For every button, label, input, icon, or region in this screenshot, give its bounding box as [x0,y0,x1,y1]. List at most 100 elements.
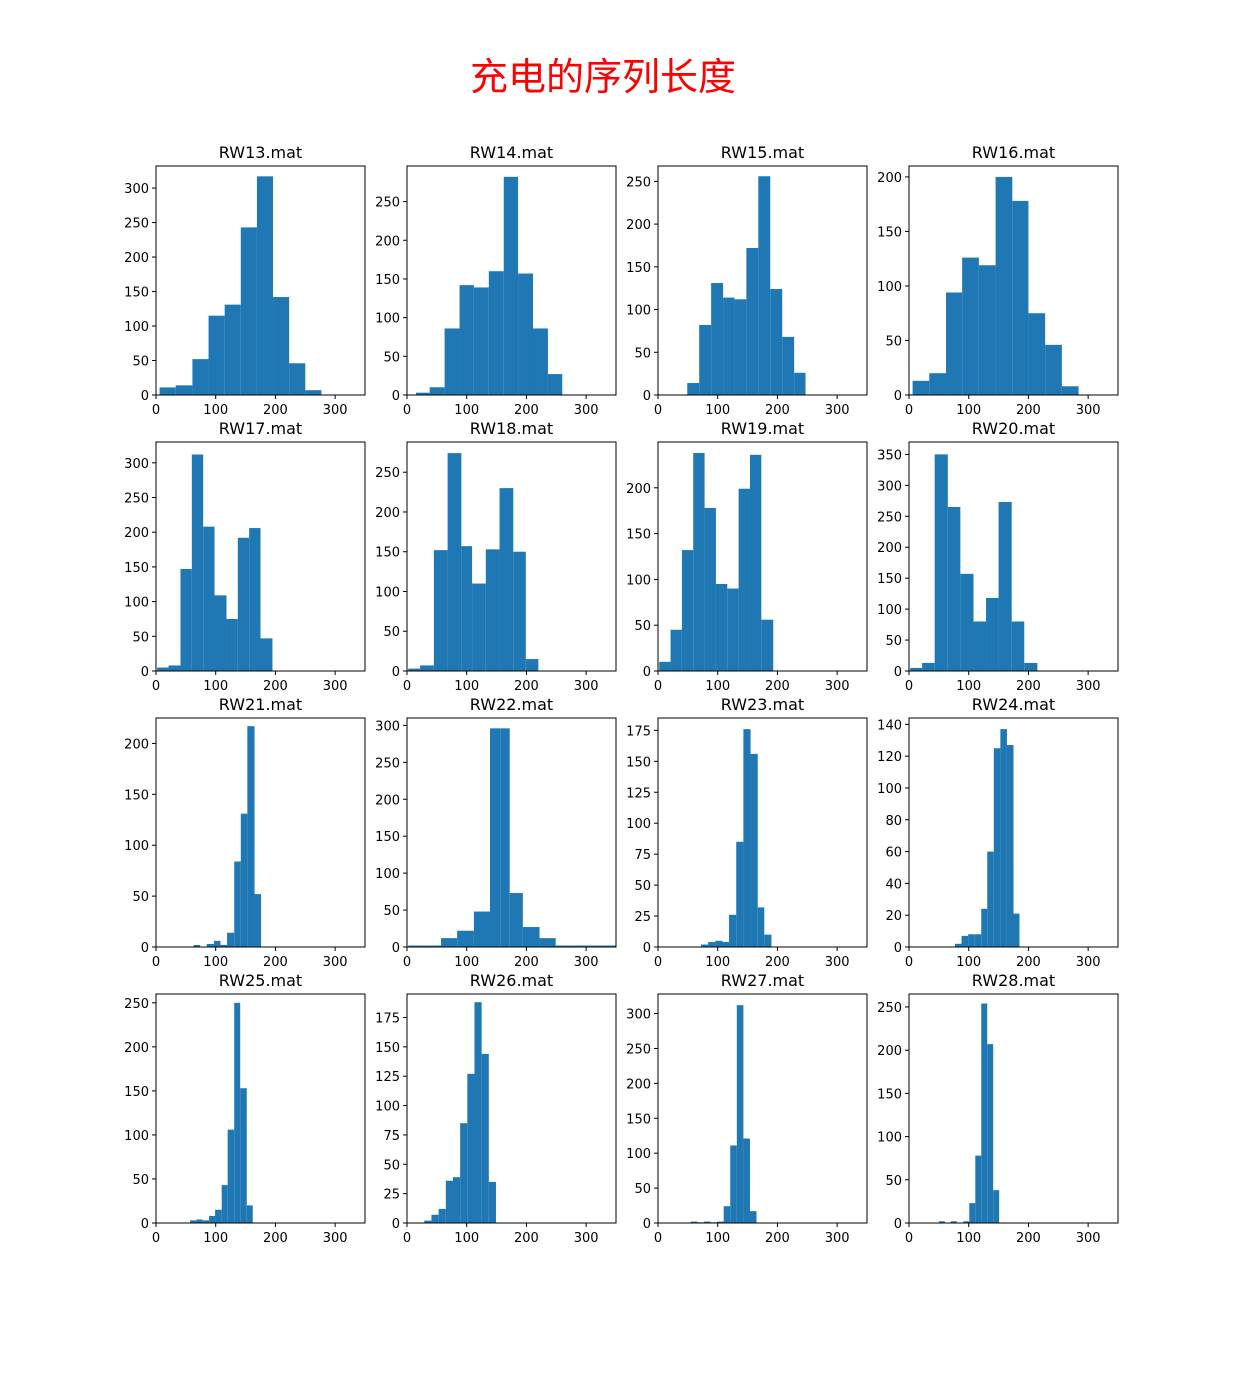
histogram-bar [513,551,526,671]
y-tick-label: 125 [626,786,651,801]
subplot-title: RW17.mat [219,419,302,438]
subplot-rw13: RW13.mat 0 100 200 300 0 50 100 150 200 250 300 [124,143,366,418]
y-tick-label: 0 [894,665,902,680]
histogram-bar [969,1203,976,1223]
x-tick-label: 200 [1016,1231,1041,1246]
histogram-bar [249,528,261,671]
subplot-title: RW14.mat [470,143,553,162]
subplot-rw24: RW24.mat 0 100 200 300 0 20 40 60 80 100 120 140 [877,695,1119,970]
y-tick-label: 0 [894,1217,902,1232]
histogram-bar [743,729,751,947]
y-tick-label: 100 [626,573,651,588]
histogram-bar [180,568,192,671]
histogram-bar [723,1206,731,1223]
histogram-bar [168,665,181,671]
x-tick-label: 300 [825,679,850,694]
histogram-bar [1045,344,1062,395]
histogram-bar [736,841,744,947]
histogram-bar [708,942,716,947]
histogram-bar [995,176,1013,395]
x-tick-label: 0 [654,1231,662,1246]
axes-frame [908,165,1119,396]
histogram-bar [289,363,306,395]
x-tick-label: 100 [203,679,228,694]
histogram-bar [193,944,201,947]
histogram-bar [938,1221,945,1223]
subplot-rw22: RW22.mat 0 100 200 300 0 50 100 150 200 250 300 [375,695,617,970]
histogram-bar [273,297,290,395]
y-tick-label: 0 [894,389,902,404]
histogram-bar [213,940,221,947]
histogram-bar [934,454,948,671]
y-tick-label: 50 [885,334,902,349]
y-tick-label: 100 [877,1131,902,1146]
histogram-bar [240,227,257,395]
x-tick-label: 300 [574,679,599,694]
y-tick-label: 250 [124,997,149,1012]
y-tick-label: 0 [392,389,400,404]
histogram-bar [922,662,935,671]
histogram-bar [485,549,500,671]
histogram-bar [758,176,771,395]
y-tick-label: 100 [124,320,149,335]
axes-frame [908,717,1119,948]
histogram-bar [715,940,723,947]
axes-frame [657,993,868,1224]
y-tick-label: 150 [626,755,651,770]
x-tick-label: 100 [956,679,981,694]
histogram-bar [438,1208,446,1223]
y-tick-label: 50 [132,890,149,905]
axes-frame [657,165,868,396]
y-tick-label: 150 [626,261,651,276]
y-tick-label: 100 [626,304,651,319]
y-tick-label: 40 [885,877,902,892]
histogram-bar [986,597,999,671]
x-tick-label: 100 [203,403,228,418]
histogram-bar [730,1145,737,1223]
y-tick-label: 0 [392,1217,400,1232]
subplot-title: RW22.mat [470,695,553,714]
y-tick-label: 200 [877,171,902,186]
y-tick-label: 250 [124,492,149,507]
y-tick-label: 0 [643,941,651,956]
y-tick-label: 50 [132,1173,149,1188]
y-tick-label: 150 [375,1041,400,1056]
subplot-title: RW20.mat [972,419,1055,438]
x-tick-label: 300 [574,403,599,418]
histogram-bar [424,945,442,947]
y-tick-label: 50 [383,350,400,365]
y-tick-label: 50 [132,355,149,370]
histogram-bar [963,1221,970,1223]
histogram-bar [424,1220,432,1223]
histogram-bar [555,945,572,947]
histogram-bar [727,588,739,671]
x-tick-label: 300 [1076,955,1101,970]
histogram-bar [973,621,987,671]
histogram-bar [1006,745,1014,947]
histogram-bar [532,328,548,395]
y-tick-label: 100 [877,280,902,295]
y-tick-label: 300 [877,479,902,494]
histogram-bar [473,287,489,395]
x-tick-label: 300 [323,1231,348,1246]
histogram-bar [604,945,616,947]
histogram-bar [693,452,705,671]
histogram-bar [460,1123,468,1223]
y-tick-label: 50 [132,630,149,645]
y-tick-label: 200 [124,526,149,541]
y-tick-label: 250 [626,175,651,190]
y-tick-label: 50 [383,625,400,640]
y-tick-label: 75 [634,848,651,863]
y-tick-label: 50 [634,619,651,634]
histogram-bar [1028,313,1046,395]
histogram-bar [749,454,762,671]
y-tick-label: 0 [392,665,400,680]
x-tick-label: 300 [825,403,850,418]
x-tick-label: 0 [905,403,913,418]
histogram-bar [447,453,462,671]
x-tick-label: 0 [403,679,411,694]
x-tick-label: 200 [765,1231,790,1246]
y-tick-label: 0 [141,941,149,956]
y-tick-label: 200 [375,506,400,521]
histogram-bar [420,665,434,671]
